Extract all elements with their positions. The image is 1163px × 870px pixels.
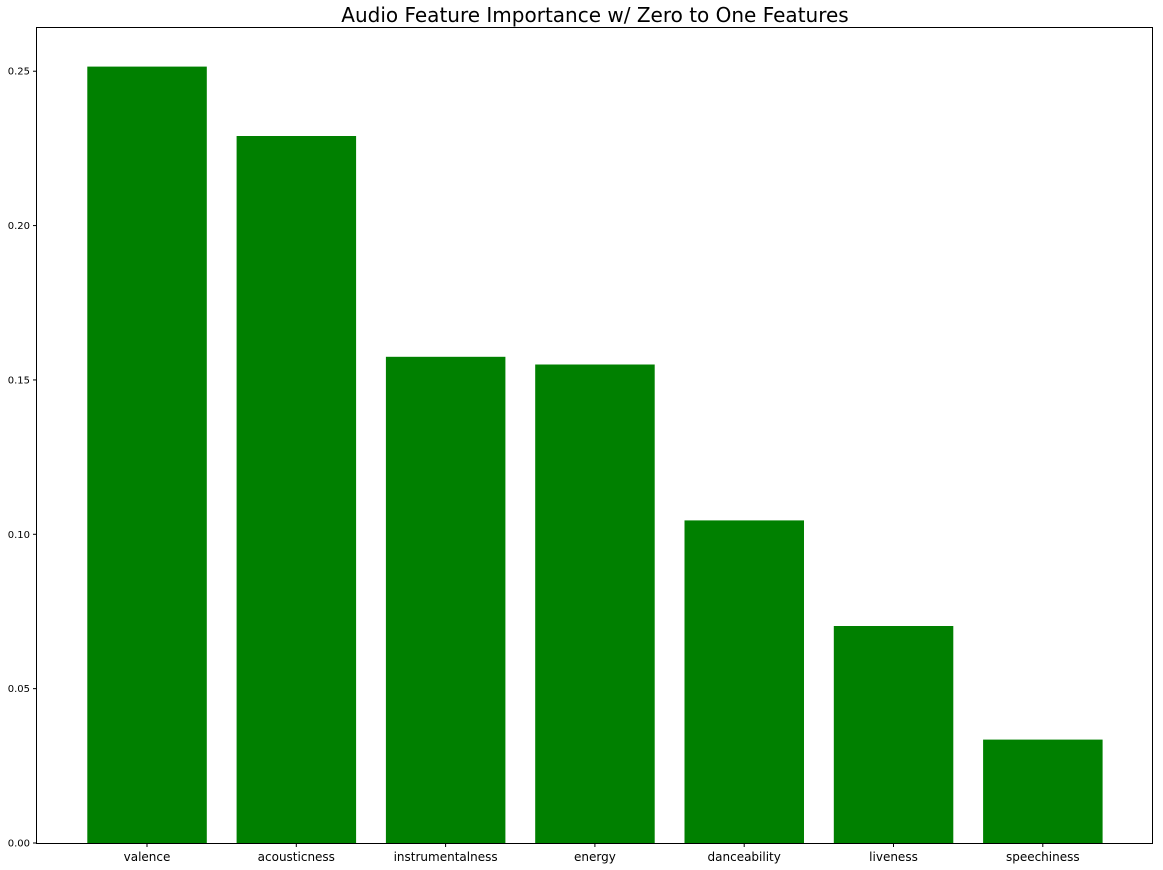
y-axis: 0.00 0.05 0.10 0.15 0.20 0.25 — [8, 67, 37, 850]
x-tick-label: speechiness — [1006, 850, 1080, 864]
bar-instrumentalness — [385, 356, 506, 843]
y-tick-label: 0.05 — [8, 684, 30, 695]
bar-valence — [87, 66, 207, 844]
x-tick-label: instrumentalness — [394, 850, 498, 864]
y-tick-label: 0.20 — [8, 221, 30, 232]
chart-title: Audio Feature Importance w/ Zero to One … — [341, 3, 848, 27]
x-tick-label: danceability — [708, 850, 781, 864]
bars — [87, 66, 1103, 844]
y-tick-label: 0.15 — [8, 375, 30, 386]
x-tick-label: valence — [124, 850, 171, 864]
y-tick-label: 0.25 — [8, 67, 30, 78]
x-tick-label: energy — [574, 850, 616, 864]
y-tick-label: 0.10 — [8, 530, 30, 541]
bar-energy — [535, 364, 655, 843]
bar-speechiness — [983, 739, 1103, 843]
y-tick-label: 0.00 — [8, 839, 30, 850]
x-tick-label: acousticness — [258, 850, 335, 864]
x-tick-label: liveness — [869, 850, 918, 864]
bar-acousticness — [236, 136, 357, 843]
bar-liveness — [833, 626, 954, 843]
x-axis: valence acousticness instrumentalness energ… — [124, 843, 1080, 864]
plot-frame — [36, 27, 1153, 844]
bar-danceability — [684, 520, 804, 843]
